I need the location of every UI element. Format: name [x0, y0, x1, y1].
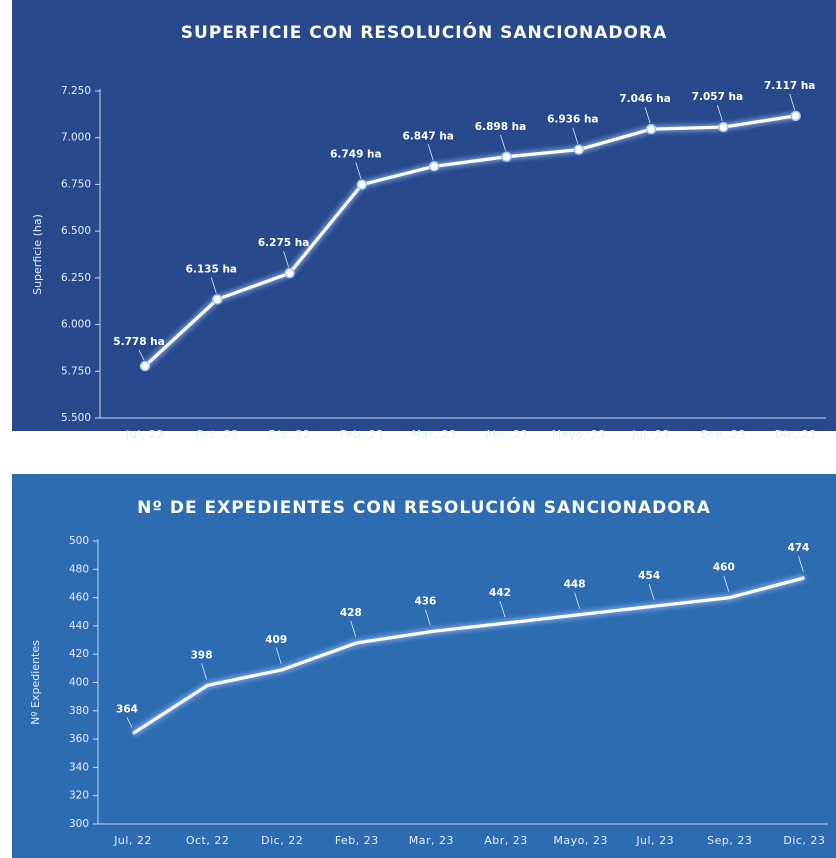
- label-leader: [126, 717, 133, 728]
- x-tick-label: Dic, 22: [261, 834, 303, 847]
- data-label: 409: [265, 634, 287, 646]
- x-tick-label: Oct, 22: [186, 834, 230, 847]
- label-leader: [574, 592, 580, 609]
- y-tick-label: 400: [69, 677, 89, 689]
- data-label: 448: [564, 579, 586, 591]
- y-tick-label: 420: [69, 648, 89, 660]
- y-tick-label: 7.000: [61, 132, 91, 144]
- y-axis-label: Nº Expedientes: [29, 640, 42, 725]
- y-tick-label: 460: [69, 592, 89, 604]
- data-label: 6.898 ha: [475, 121, 526, 133]
- panel-background: [12, 0, 836, 431]
- label-leader: [201, 663, 207, 680]
- x-tick-label: Feb, 23: [340, 428, 384, 441]
- label-leader: [644, 106, 651, 124]
- chart-title: Nº DE EXPEDIENTES CON RESOLUCIÓN SANCION…: [137, 496, 711, 518]
- label-leader: [717, 104, 723, 122]
- label-leader: [210, 277, 217, 294]
- data-label: 436: [414, 596, 436, 608]
- x-tick-label: Mayo, 23: [553, 834, 607, 847]
- x-tick-label: Mayo, 23: [552, 428, 606, 441]
- data-point: [790, 110, 801, 122]
- label-leader: [789, 93, 796, 110]
- chart-title: SUPERFICIE CON RESOLUCIÓN SANCIONADORA: [181, 21, 667, 43]
- x-tick-label: Dic, 23: [775, 428, 817, 441]
- data-label: 474: [787, 542, 809, 554]
- label-leader: [723, 575, 730, 592]
- data-label: 6.275 ha: [258, 237, 309, 249]
- y-tick-label: 380: [69, 705, 89, 717]
- data-label: 7.117 ha: [764, 80, 815, 92]
- label-leader: [798, 555, 804, 572]
- y-tick-label: 6.000: [61, 319, 91, 331]
- x-tick-label: Dic, 22: [269, 428, 311, 441]
- label-leader: [499, 600, 506, 618]
- data-point: [501, 151, 512, 163]
- data-line: [132, 576, 805, 735]
- y-tick-label: 480: [69, 563, 89, 575]
- data-point: [573, 144, 585, 155]
- data-point: [284, 267, 295, 279]
- label-leader: [350, 620, 357, 637]
- label-leader: [572, 127, 579, 144]
- y-tick-label: 360: [69, 733, 89, 745]
- x-tick-label: Sep, 23: [701, 428, 746, 441]
- x-tick-label: Abr, 23: [484, 834, 528, 847]
- data-point: [645, 123, 657, 135]
- y-tick-label: 340: [69, 761, 89, 773]
- label-leader: [355, 162, 362, 179]
- x-tick-label: Abr, 23: [485, 428, 529, 441]
- data-point: [356, 179, 368, 190]
- y-tick-label: 6.750: [61, 178, 91, 190]
- panel-background: [12, 474, 836, 858]
- data-label: 6.749 ha: [330, 149, 381, 161]
- y-tick-label: 300: [69, 818, 89, 830]
- label-leader: [500, 134, 506, 151]
- label-leader: [427, 144, 434, 161]
- data-label: 442: [489, 587, 511, 599]
- y-tick-label: 500: [69, 535, 89, 547]
- y-tick-label: 5.750: [61, 365, 91, 377]
- x-tick-label: Sep, 23: [707, 834, 752, 847]
- x-tick-label: Jul, 23: [635, 834, 674, 847]
- y-tick-label: 7.250: [61, 85, 91, 97]
- y-tick-label: 6.500: [61, 225, 91, 237]
- y-tick-label: 440: [69, 620, 89, 632]
- x-tick-label: Dic, 23: [783, 834, 825, 847]
- data-point: [212, 294, 223, 305]
- y-tick-label: 5.500: [61, 412, 91, 424]
- label-leader: [275, 647, 282, 664]
- data-label: 364: [116, 703, 138, 715]
- label-leader: [648, 583, 655, 601]
- y-tick-label: 320: [69, 790, 89, 802]
- label-leader: [283, 251, 289, 268]
- data-label: 6.135 ha: [186, 263, 237, 275]
- data-label: 6.936 ha: [547, 114, 598, 126]
- data-point: [428, 161, 440, 172]
- label-leader: [425, 609, 431, 626]
- data-label: 428: [340, 607, 362, 619]
- y-axis-label: Superficie (ha): [31, 214, 44, 295]
- x-tick-label: Feb, 23: [335, 834, 379, 847]
- y-tick-label: 6.250: [61, 272, 91, 284]
- data-point: [139, 360, 151, 372]
- x-tick-label: Jul, 23: [631, 428, 670, 441]
- x-tick-label: Jul, 22: [125, 428, 164, 441]
- data-label: 6.847 ha: [402, 130, 453, 142]
- label-leader: [138, 349, 145, 361]
- data-label: 7.046 ha: [619, 93, 670, 105]
- x-tick-label: Mar, 23: [412, 428, 457, 441]
- x-tick-label: Jul, 22: [113, 834, 152, 847]
- x-tick-label: Mar, 23: [409, 834, 454, 847]
- data-label: 454: [638, 570, 660, 582]
- data-label: 5.778 ha: [113, 336, 164, 348]
- data-point: [718, 121, 729, 133]
- data-label: 460: [713, 562, 735, 574]
- x-tick-label: Oct, 22: [196, 428, 240, 441]
- data-label: 7.057 ha: [692, 91, 743, 103]
- data-line: [143, 114, 796, 368]
- data-label: 398: [191, 649, 213, 661]
